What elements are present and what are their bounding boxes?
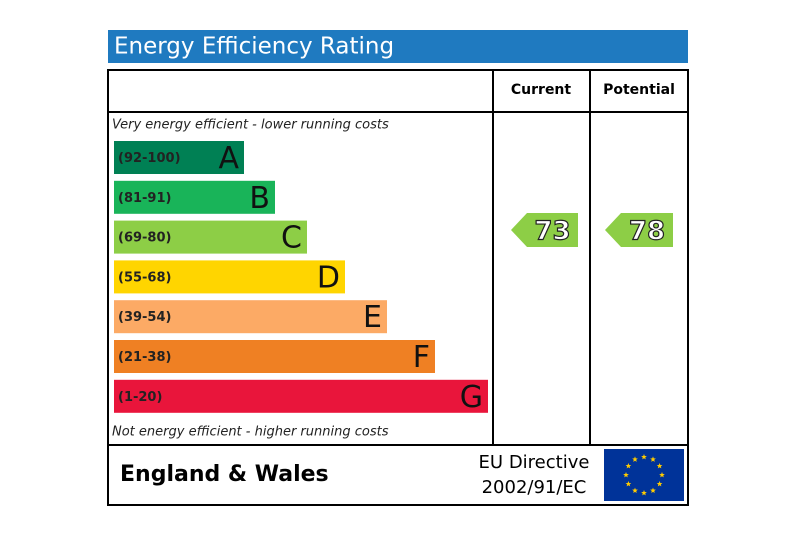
band-range: (1-20) — [118, 390, 162, 405]
band-letter: G — [460, 380, 483, 415]
frame — [107, 69, 689, 506]
eu-flag — [604, 449, 684, 501]
band-letter: E — [363, 300, 382, 335]
flag-star — [632, 487, 638, 494]
title: Energy Efficiency Rating — [114, 34, 394, 60]
flag-star — [650, 456, 656, 462]
flag-star — [641, 490, 647, 496]
flag-star — [641, 454, 647, 460]
potential-arrow — [605, 213, 673, 247]
flag-star — [656, 481, 663, 487]
band-letter: F — [413, 340, 430, 375]
band-bar — [114, 379, 488, 413]
band-range: (55-68) — [118, 270, 171, 285]
band-bar — [114, 300, 387, 334]
region: England & Wales — [120, 462, 329, 487]
potential-value: 78 — [629, 217, 665, 247]
band-bar — [114, 141, 244, 174]
top-note: Very energy efficient - lower running co… — [112, 118, 389, 133]
band-range: (39-54) — [118, 310, 171, 325]
potential-header: Potential — [603, 82, 675, 98]
band-range: (69-80) — [118, 231, 171, 246]
flag-star — [632, 456, 638, 462]
band-range: (92-100) — [118, 151, 181, 166]
band-letter: D — [317, 260, 340, 295]
flag-star — [659, 472, 665, 478]
band-bar — [114, 220, 307, 254]
current-value: 73 — [534, 217, 570, 247]
band-letter: A — [218, 141, 239, 176]
title-bar — [108, 30, 688, 63]
band-range: (21-38) — [118, 350, 171, 365]
band-bar — [114, 260, 345, 294]
flag-star — [623, 472, 629, 478]
directive-line: 2002/91/EC — [482, 477, 587, 498]
bottom-note: Not energy efficient - higher running co… — [112, 425, 389, 440]
flag-star — [650, 487, 656, 494]
flag-star — [625, 463, 632, 469]
band-bar — [114, 180, 275, 214]
current-header: Current — [511, 82, 572, 98]
band-letter: C — [281, 221, 302, 256]
flag-star — [656, 463, 663, 469]
band-range: (81-91) — [118, 191, 171, 206]
flag-star — [625, 481, 632, 487]
band-bar — [114, 340, 435, 373]
band-letter: B — [249, 181, 270, 216]
directive-line: EU Directive — [479, 452, 590, 473]
current-arrow — [511, 213, 578, 247]
